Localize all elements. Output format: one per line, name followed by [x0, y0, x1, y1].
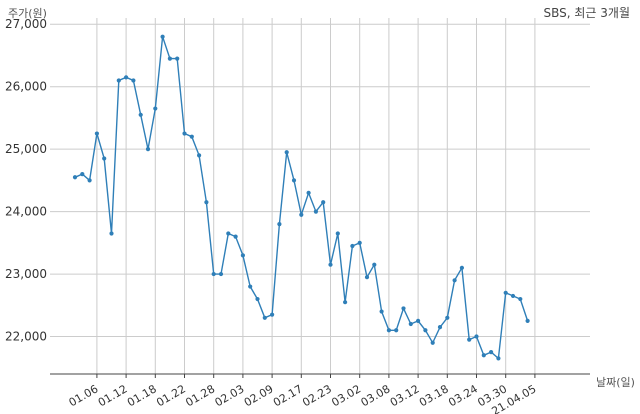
data-point: [299, 212, 304, 217]
data-point: [182, 131, 187, 136]
x-tick-label: 03.08: [359, 382, 393, 409]
x-tick-label: 01.22: [154, 382, 188, 409]
data-point: [503, 290, 508, 295]
data-point: [510, 293, 516, 299]
data-point: [496, 356, 501, 361]
data-point: [160, 34, 165, 39]
data-point: [481, 353, 486, 358]
x-tick-label: 02.17: [271, 382, 305, 409]
data-point: [437, 325, 443, 330]
x-tick-label: 03.02: [329, 382, 363, 409]
data-point: [343, 300, 348, 305]
data-point: [218, 271, 224, 277]
data-point: [445, 315, 450, 320]
data-point: [131, 78, 136, 83]
data-point: [452, 278, 457, 283]
x-tick-label: 02.03: [213, 382, 247, 409]
data-point: [145, 147, 151, 152]
chart-title: SBS, 최근 3개월: [544, 6, 631, 20]
data-point: [124, 75, 129, 80]
data-point: [72, 175, 78, 180]
data-point: [189, 134, 194, 139]
x-tick-label: 03.24: [446, 382, 480, 409]
data-point: [167, 56, 172, 61]
data-point: [489, 350, 494, 355]
data-point: [525, 318, 530, 324]
y-tick-label: 26,000: [5, 80, 47, 94]
y-tick-label: 25,000: [5, 142, 47, 156]
x-tick-label: 01.12: [96, 382, 130, 409]
data-point: [197, 153, 202, 158]
data-point: [102, 156, 107, 161]
x-tick-label: 03.18: [417, 382, 451, 409]
data-point: [474, 334, 479, 339]
data-point: [138, 112, 143, 117]
data-point: [240, 253, 245, 258]
x-axis-ticks: 01.0601.1201.1801.2201.2802.0302.0902.17…: [67, 374, 538, 414]
data-point: [233, 234, 238, 239]
y-tick-label: 24,000: [5, 205, 47, 219]
data-point: [459, 265, 464, 270]
y-tick-label: 22,000: [5, 330, 47, 344]
data-point: [321, 200, 326, 205]
data-point: [270, 312, 275, 317]
data-point: [313, 209, 318, 214]
data-point: [262, 315, 267, 320]
data-point: [204, 200, 209, 205]
data-point: [328, 262, 333, 267]
data-point: [401, 306, 406, 311]
data-point: [109, 231, 114, 236]
data-point: [255, 296, 260, 302]
data-point: [394, 328, 399, 333]
data-point: [423, 328, 428, 333]
data-point: [248, 284, 253, 289]
data-point: [277, 222, 282, 227]
data-point: [357, 240, 362, 245]
data-point: [80, 172, 85, 177]
y-axis-label: 주가(원): [8, 7, 47, 20]
x-tick-label: 02.09: [242, 382, 276, 409]
data-point: [364, 275, 370, 280]
data-point: [350, 243, 355, 249]
data-point: [87, 178, 92, 183]
x-tick-label: 03.12: [388, 382, 422, 409]
data-point: [306, 190, 311, 195]
x-tick-label: 01.28: [183, 382, 217, 409]
y-tick-label: 27,000: [5, 17, 47, 31]
x-tick-label: 01.06: [67, 382, 101, 409]
data-point: [416, 318, 421, 324]
data-point: [116, 78, 121, 83]
data-point: [379, 309, 384, 314]
price-points: [72, 34, 530, 361]
grid-lines: [50, 18, 590, 374]
data-point: [291, 178, 297, 183]
x-tick-label: 01.18: [125, 382, 159, 409]
data-point: [211, 271, 216, 277]
data-point: [467, 337, 472, 342]
data-point: [175, 56, 180, 61]
data-point: [94, 131, 99, 136]
data-point: [386, 328, 391, 333]
data-point: [372, 262, 377, 267]
x-tick-label: 02.23: [300, 382, 334, 409]
y-tick-label: 23,000: [5, 267, 47, 281]
y-axis-ticks: 22,000 23,000 24,000 25,000 26,000 27,000: [5, 17, 47, 343]
data-point: [284, 150, 289, 155]
data-point: [335, 231, 340, 236]
data-point: [153, 106, 158, 111]
data-point: [408, 321, 413, 327]
data-point: [518, 296, 523, 302]
data-point: [226, 231, 231, 236]
data-point: [430, 340, 435, 345]
x-axis-label: 날짜(일): [596, 375, 635, 389]
